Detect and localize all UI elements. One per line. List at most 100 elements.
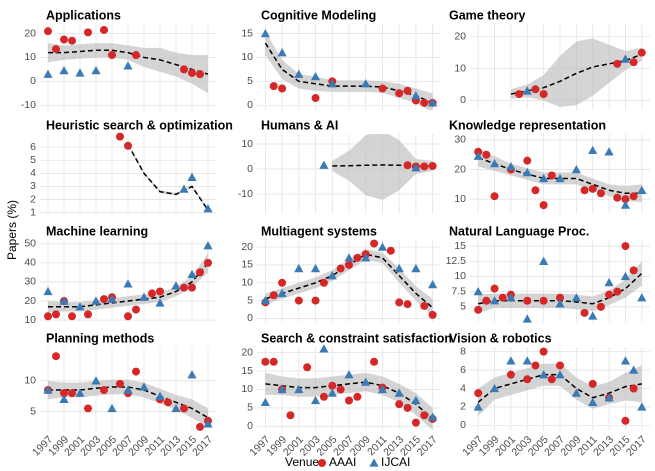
circle-point <box>319 392 328 401</box>
y-tick-label: 20 <box>24 27 36 39</box>
y-axis-title: Papers (%) <box>5 200 19 260</box>
panel-title: Vision & robotics <box>449 331 552 345</box>
circle-point <box>629 384 638 393</box>
triangle-point <box>506 293 516 302</box>
triangle-point <box>155 391 165 400</box>
circle-point <box>539 90 548 99</box>
triangle-point <box>327 388 337 397</box>
circle-point <box>100 295 108 304</box>
triangle-point <box>43 385 53 394</box>
triangle-point <box>260 296 270 305</box>
circle-point <box>52 310 60 319</box>
y-tick-label: 20 <box>241 241 253 253</box>
triangle-point <box>555 370 565 379</box>
triangle-point <box>91 296 101 305</box>
panel-title: Machine learning <box>46 224 148 238</box>
triangle-point <box>344 370 354 379</box>
triangle-point <box>187 269 197 279</box>
y-tick-label: 20 <box>24 295 36 307</box>
triangle-point <box>310 71 321 81</box>
circle-point <box>539 347 548 356</box>
triangle-point <box>319 344 329 353</box>
triangle-point <box>377 384 388 394</box>
circle-point <box>269 357 278 366</box>
circle-point <box>132 305 140 314</box>
circle-point <box>474 389 483 398</box>
triangle-point <box>489 159 500 168</box>
triangle-point <box>489 296 500 305</box>
panel: 0 5 10 15 20 Multiagent systems <box>241 224 441 324</box>
y-tick-label: 12.5 <box>446 255 467 267</box>
circle-point <box>580 186 589 195</box>
circle-point <box>539 201 548 210</box>
triangle-point <box>294 384 304 394</box>
triangle-point <box>588 397 598 407</box>
circle-point <box>420 162 429 171</box>
triangle-point <box>522 167 532 177</box>
y-tick-label: 1 <box>30 206 36 218</box>
y-tick-label: 20 <box>241 346 253 358</box>
triangle-point <box>377 242 388 251</box>
circle-point <box>68 389 76 398</box>
triangle-point <box>107 294 117 303</box>
triangle-point <box>319 160 329 169</box>
panel-title: Knowledge representation <box>449 118 606 132</box>
triangle-point <box>179 184 189 193</box>
panel: 0246819971999200120032005200720092011201… <box>449 331 650 459</box>
y-tick-label: 5 <box>30 154 36 166</box>
trend-band <box>48 253 208 313</box>
y-tick-label: 40 <box>24 257 36 269</box>
trend-band <box>265 31 433 110</box>
circle-point <box>353 253 362 262</box>
triangle-point <box>310 395 321 405</box>
panel: 0 5 10 15 Cognitive Modeling <box>241 8 441 111</box>
y-tick-label: 10 <box>24 314 36 326</box>
y-tick-label: 15 <box>241 365 253 377</box>
triangle-point <box>123 279 133 288</box>
triangle-point <box>361 79 371 88</box>
circle-point <box>547 171 556 180</box>
triangle-point <box>539 173 549 183</box>
circle-point <box>132 51 140 60</box>
trend-line <box>265 381 434 420</box>
triangle-point <box>43 69 53 78</box>
triangle-point <box>327 79 337 88</box>
y-tick-label: 15 <box>454 240 466 252</box>
circle-point <box>261 357 270 366</box>
y-tick-label: 5 <box>30 405 36 417</box>
circle-point <box>474 305 483 314</box>
triangle-point <box>555 173 565 183</box>
y-tick-label: 0 <box>247 99 253 111</box>
triangle-point <box>260 28 270 38</box>
circle-point <box>180 283 188 292</box>
circle-point <box>523 375 532 384</box>
panel: 10 20 30 40 50 Machine learning <box>24 224 216 326</box>
circle-point <box>353 392 362 401</box>
circle-point <box>420 98 429 107</box>
y-tick-label: 10 <box>454 62 466 74</box>
circle-point <box>515 90 524 99</box>
circle-point <box>490 284 499 293</box>
circle-point <box>116 379 124 388</box>
triangle-point <box>411 163 421 172</box>
triangle-point <box>411 395 421 405</box>
y-tick-label: 5 <box>247 75 253 87</box>
circle-point <box>596 302 605 311</box>
triangle-point <box>277 48 287 57</box>
triangle-point <box>539 256 549 265</box>
y-tick-label: 5 <box>247 402 253 414</box>
circle-point <box>531 361 540 370</box>
trend-line <box>48 262 209 308</box>
circle-point <box>269 82 278 91</box>
circle-point <box>278 84 287 93</box>
circle-point <box>378 84 387 93</box>
triangle-point <box>361 253 371 262</box>
y-tick-label: 50 <box>24 238 36 250</box>
circle-point <box>319 278 328 287</box>
panel: 5 7.5 10 12.5 15 Natural Language Proc. <box>446 224 650 323</box>
y-tick-label: 10 <box>454 193 466 205</box>
circle-point <box>108 51 116 60</box>
y-tick-label: 0 <box>460 419 466 431</box>
panel-title: Game theory <box>449 8 525 22</box>
circle-point <box>84 310 92 319</box>
